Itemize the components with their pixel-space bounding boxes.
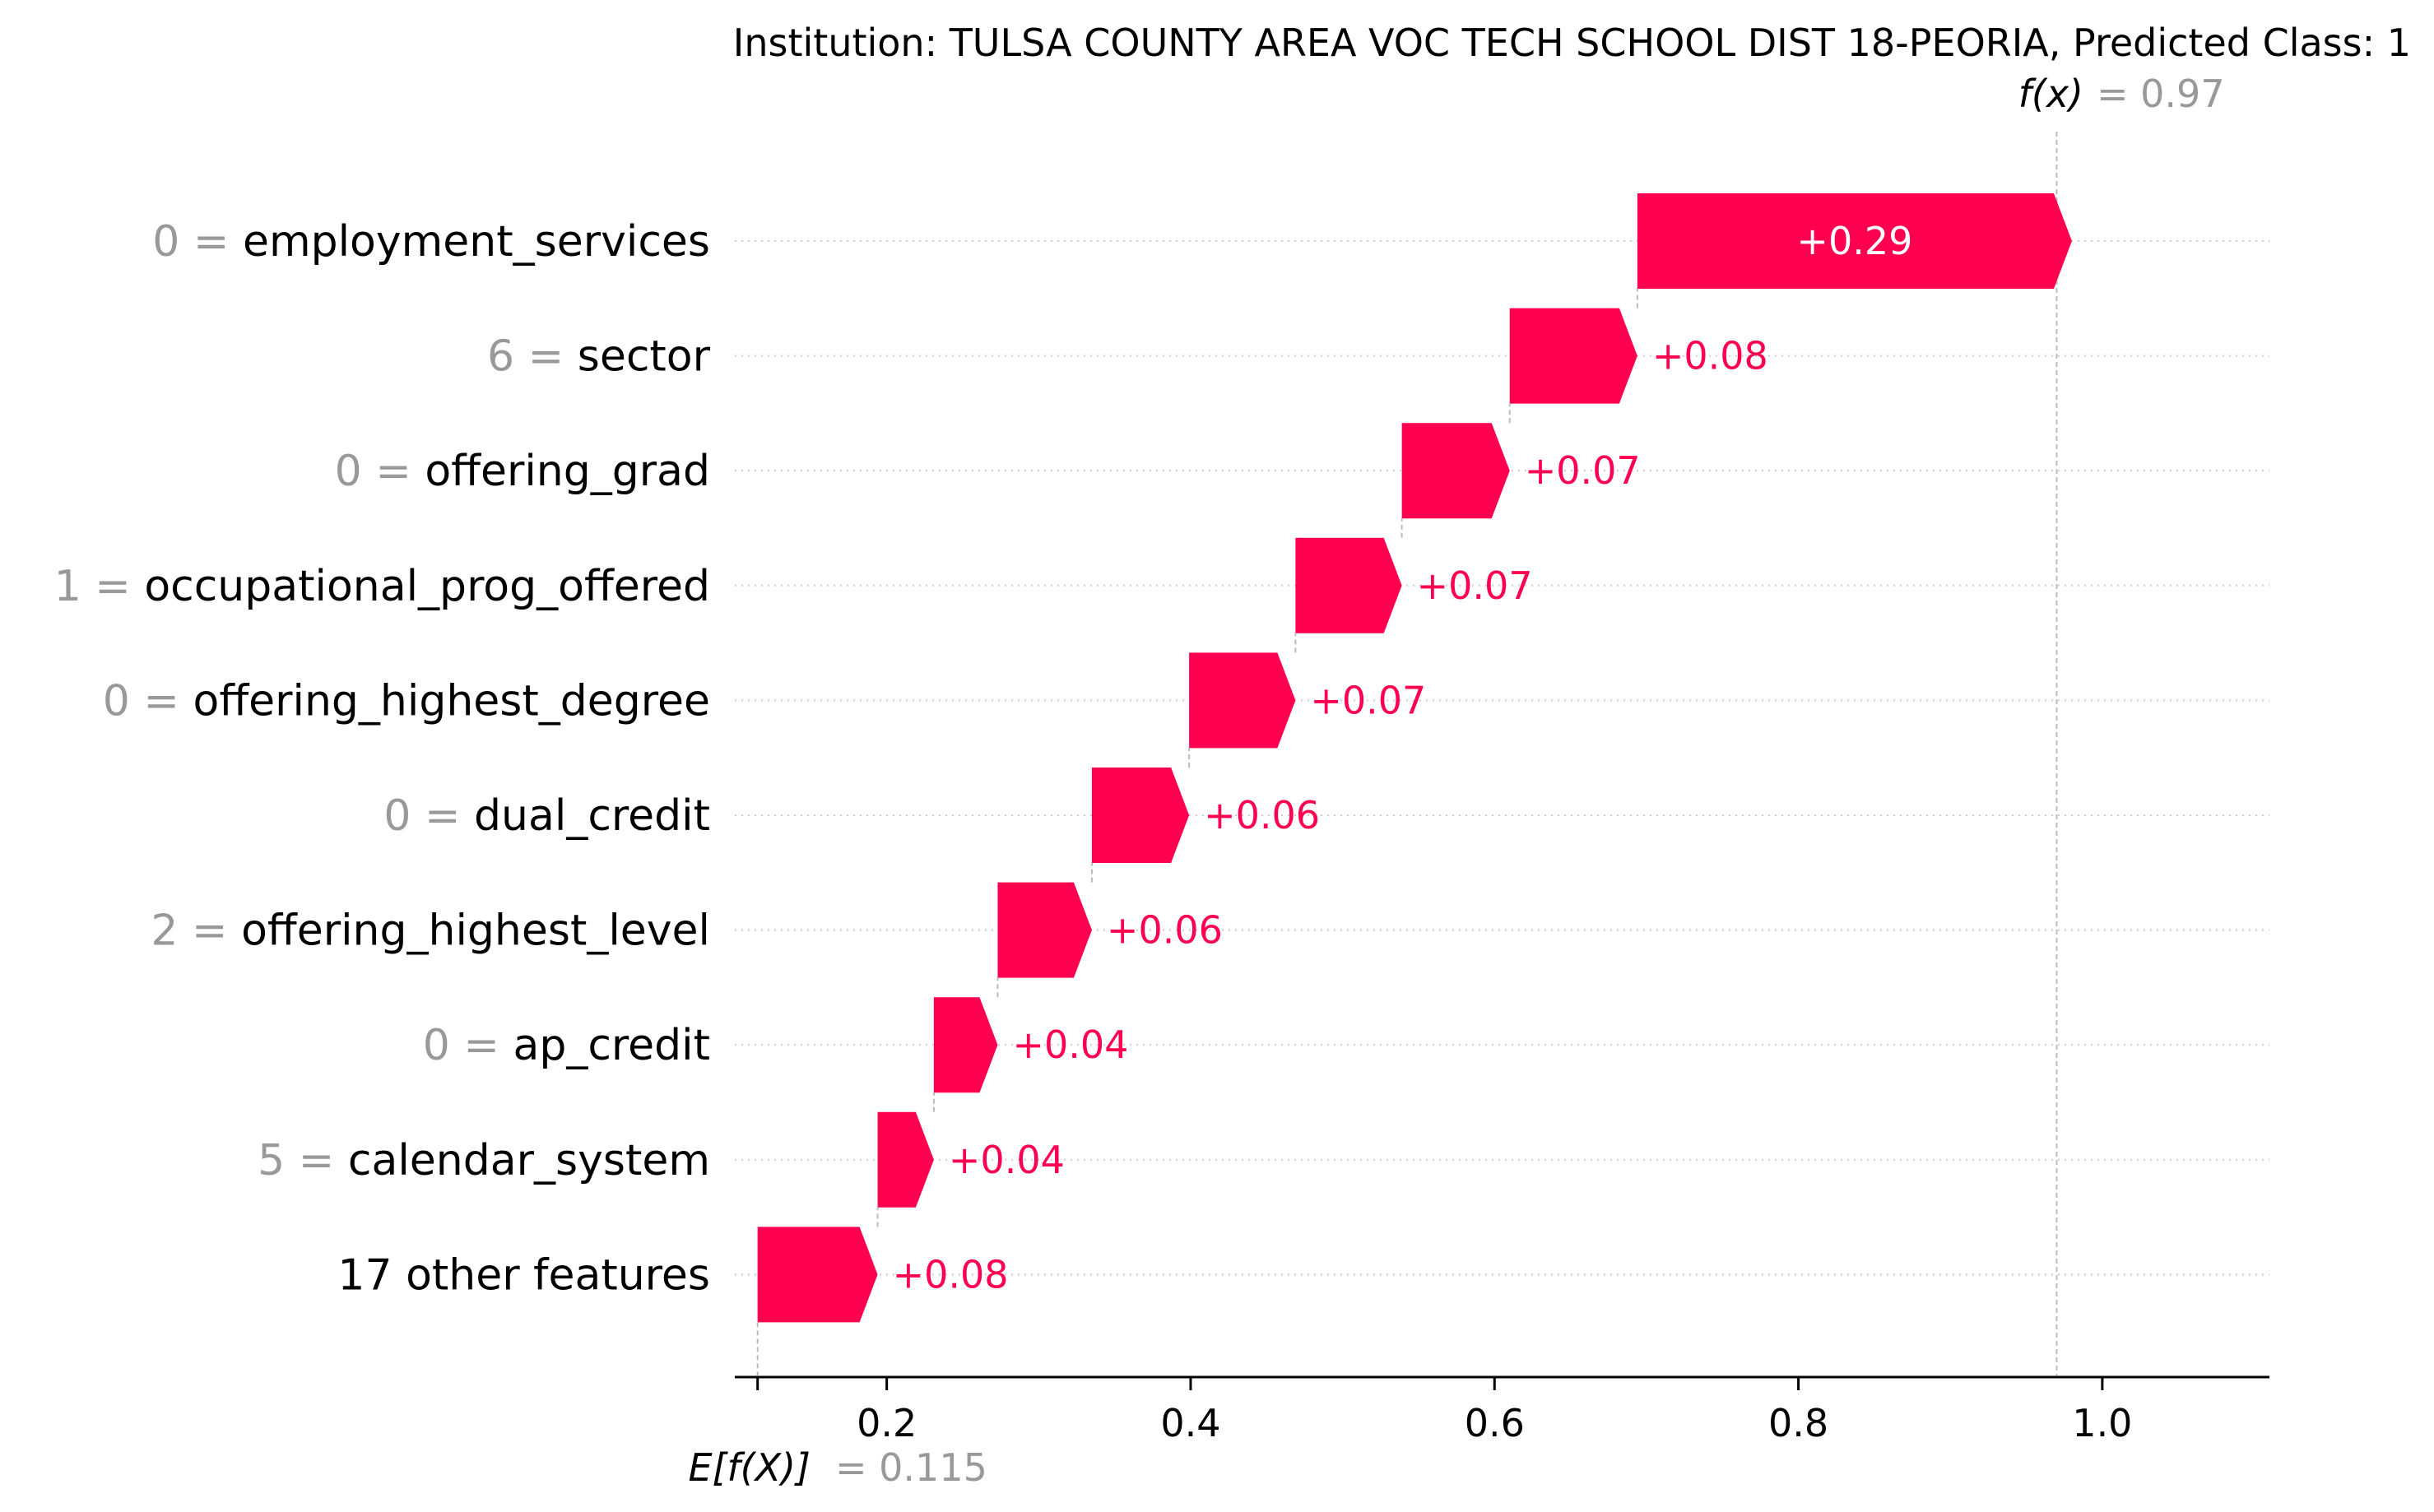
feature-labels: 0 = employment_services 6 = sector 0 = off… (54, 217, 711, 1300)
feature-name: calendar_system (348, 1136, 710, 1185)
feature-name: dual_credit (474, 791, 710, 841)
feature-value: 2 = (151, 907, 241, 956)
feature-name: occupational_prog_offered (144, 562, 710, 611)
contribution-label: +0.04 (949, 1138, 1065, 1182)
contribution-bar (1091, 768, 1190, 863)
feature-value: 1 = (54, 562, 145, 611)
x-tick-label: 0.8 (1768, 1401, 1828, 1445)
contribution-bar (1637, 193, 2072, 289)
contribution-bar (1189, 652, 1296, 749)
x-tick-label: 0.4 (1160, 1401, 1220, 1445)
base-value-annotation: E[f(X)] = 0.115 (688, 1445, 987, 1490)
fx-value: = 0.97 (2097, 72, 2225, 116)
feature-label: 0 = employment_services (152, 217, 710, 267)
x-tick-label: 0.2 (857, 1401, 917, 1445)
x-tick-label: 0.6 (1465, 1401, 1525, 1445)
contribution-bar (997, 882, 1092, 978)
contribution-label: +0.06 (1204, 793, 1320, 837)
contribution-label: +0.07 (1310, 678, 1426, 722)
contribution-bar (757, 1227, 878, 1323)
contribution-label: +0.29 (1796, 219, 1912, 263)
feature-value: 6 = (487, 332, 578, 382)
feature-name: employment_services (243, 217, 710, 267)
contribution-label: +0.04 (1012, 1023, 1128, 1067)
feature-label: 0 = offering_highest_degree (103, 676, 710, 726)
feature-name: ap_credit (513, 1021, 710, 1070)
feature-label: 0 = dual_credit (383, 791, 710, 841)
feature-value: 5 = (258, 1136, 348, 1185)
contribution-bar (1509, 308, 1637, 404)
feature-value: 0 = (335, 447, 425, 496)
contribution-bars: +0.29 +0.08 +0.07 +0.07 +0.07 +0.06 +0.06 +0.04… (757, 193, 2072, 1323)
feature-label: 2 = offering_highest_level (151, 907, 710, 956)
feature-label: 17 other features (337, 1250, 710, 1300)
contribution-bar (1295, 537, 1402, 633)
feature-label: 6 = sector (487, 332, 711, 382)
feature-name: offering_highest_degree (193, 676, 711, 726)
feature-label: 0 = offering_grad (335, 447, 710, 496)
x-tick-label: 1.0 (2072, 1401, 2132, 1445)
feature-value: 0 = (103, 676, 193, 726)
contribution-label: +0.06 (1107, 908, 1223, 953)
contribution-bar (1401, 423, 1510, 519)
fx-label: f(x) (2018, 72, 2083, 116)
feature-value: 0 = (152, 217, 243, 267)
feature-name: offering_highest_level (241, 907, 710, 956)
feature-value: 0 = (383, 791, 474, 841)
contribution-label: +0.08 (893, 1252, 1009, 1296)
chart-title: Institution: TULSA COUNTY AREA VOC TECH … (733, 21, 2411, 65)
feature-label: 5 = calendar_system (258, 1136, 710, 1185)
contribution-label: +0.07 (1525, 448, 1641, 493)
feature-value: 0 = (423, 1021, 513, 1070)
x-axis: 0.2 0.4 0.6 0.8 1.0 (735, 1375, 2269, 1445)
base-value-number: = 0.115 (835, 1445, 987, 1490)
contribution-bar (877, 1111, 934, 1208)
contribution-bar (933, 997, 998, 1093)
connector-lines (756, 132, 2058, 1375)
feature-name: 17 other features (337, 1250, 710, 1300)
contribution-label: +0.07 (1417, 564, 1533, 608)
row-gridlines (735, 240, 2269, 1276)
base-value-label: E[f(X)] (688, 1445, 811, 1490)
feature-name: sector (578, 332, 711, 382)
feature-label: 0 = ap_credit (423, 1021, 710, 1070)
feature-name: offering_grad (425, 447, 710, 496)
fx-annotation: f(x) = 0.97 (2018, 72, 2225, 116)
feature-label: 1 = occupational_prog_offered (54, 562, 710, 611)
contribution-label: +0.08 (1652, 334, 1768, 378)
